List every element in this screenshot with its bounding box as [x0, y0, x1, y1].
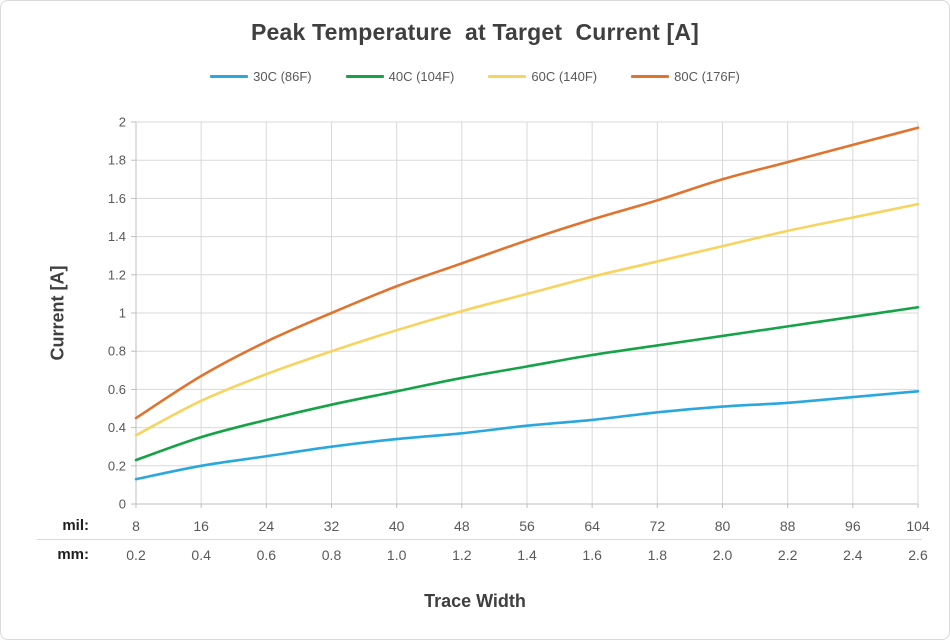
legend-label: 60C (140F): [531, 68, 598, 84]
legend-item[interactable]: 60C (140F): [488, 69, 597, 84]
x-tick-label-mil: 56: [519, 518, 535, 534]
y-tick-label: 2: [119, 115, 126, 130]
x-tick-label-mil: 40: [389, 518, 405, 534]
y-tick-label: 1.4: [108, 229, 126, 244]
legend-swatch: [631, 74, 670, 78]
legend-swatch: [488, 74, 527, 78]
legend-item[interactable]: 80C (176F): [631, 69, 740, 84]
legend-swatch: [210, 74, 249, 78]
legend-item[interactable]: 40C (104F): [345, 68, 455, 84]
legend: 30C (86F) 40C (104F) 60C (140F) 80C (176F): [1, 65, 949, 87]
x-tick-label-mm: 2.6: [908, 547, 928, 563]
legend-swatch: [345, 74, 384, 78]
mm-row-label: mm:: [57, 546, 89, 563]
y-tick-label: 1: [119, 306, 126, 321]
series-line-30c: [134, 390, 920, 481]
y-tick-label: 0: [119, 497, 126, 512]
y-tick-label: 0.4: [108, 420, 126, 435]
y-tick-label: 0.6: [108, 382, 126, 397]
y-tick-label: 1.2: [108, 267, 126, 282]
y-tick-label: 0.2: [108, 458, 126, 473]
legend-label: 30C (86F): [253, 68, 312, 84]
legend-label: 40C (104F): [388, 68, 455, 84]
x-tick-label-mm: 2.2: [778, 547, 798, 563]
series-line-80c: [134, 126, 920, 420]
y-tick-label: 1.6: [108, 191, 126, 206]
y-tick-label: 0.8: [108, 344, 126, 359]
series-line-60c: [134, 202, 920, 437]
x-tick-label-mil: 16: [193, 518, 209, 534]
x-tick-label-mm: 0.4: [191, 547, 211, 563]
x-tick-label-mm: 1.8: [648, 547, 668, 563]
y-tick-label: 1.8: [108, 153, 126, 168]
x-tick-label-mm: 2.4: [843, 547, 863, 563]
x-tick-label-mil: 80: [715, 518, 731, 534]
x-axis-title: Trace Width: [424, 591, 526, 611]
series-line-40c: [134, 305, 920, 462]
chart-title: Peak Temperature at Target Current [A]: [250, 19, 700, 45]
x-tick-label-mil: 88: [780, 518, 796, 534]
x-tick-label-mm: 1.2: [452, 547, 472, 563]
x-tick-label-mm: 1.0: [387, 547, 407, 563]
x-tick-label-mil: 104: [906, 518, 930, 534]
x-tick-label-mil: 32: [324, 518, 340, 534]
legend-label: 80C (176F): [674, 68, 740, 84]
mil-row-label: mil:: [62, 517, 89, 534]
x-tick-label-mil: 24: [259, 518, 275, 534]
y-axis-title: Current [A]: [47, 265, 68, 361]
x-tick-label-mil: 72: [650, 518, 666, 534]
x-tick-label-mm: 0.2: [126, 547, 146, 563]
x-tick-label-mm: 1.4: [517, 547, 537, 563]
x-tick-label-mm: 1.6: [582, 547, 602, 563]
x-tick-label-mil: 96: [845, 518, 861, 534]
x-tick-label-mil: 48: [454, 518, 470, 534]
x-tick-label-mm: 0.8: [322, 547, 342, 563]
x-tick-label-mm: 0.6: [257, 547, 277, 563]
x-tick-label-mil: 8: [132, 518, 140, 534]
x-tick-label-mil: 64: [584, 518, 600, 534]
legend-item[interactable]: 30C (86F): [210, 69, 312, 84]
x-tick-label-mm: 2.0: [713, 547, 733, 563]
